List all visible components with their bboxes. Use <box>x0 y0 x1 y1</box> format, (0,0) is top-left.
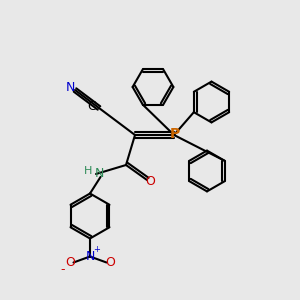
Text: N: N <box>66 81 75 94</box>
Text: +: + <box>93 245 100 254</box>
Text: P: P <box>169 128 180 141</box>
Text: C: C <box>87 100 96 113</box>
Text: -: - <box>61 262 65 276</box>
Text: N: N <box>94 167 104 180</box>
Text: N: N <box>85 250 95 263</box>
Text: O: O <box>146 175 155 188</box>
Text: O: O <box>65 256 75 269</box>
Text: H: H <box>83 166 92 176</box>
Text: O: O <box>105 256 115 269</box>
